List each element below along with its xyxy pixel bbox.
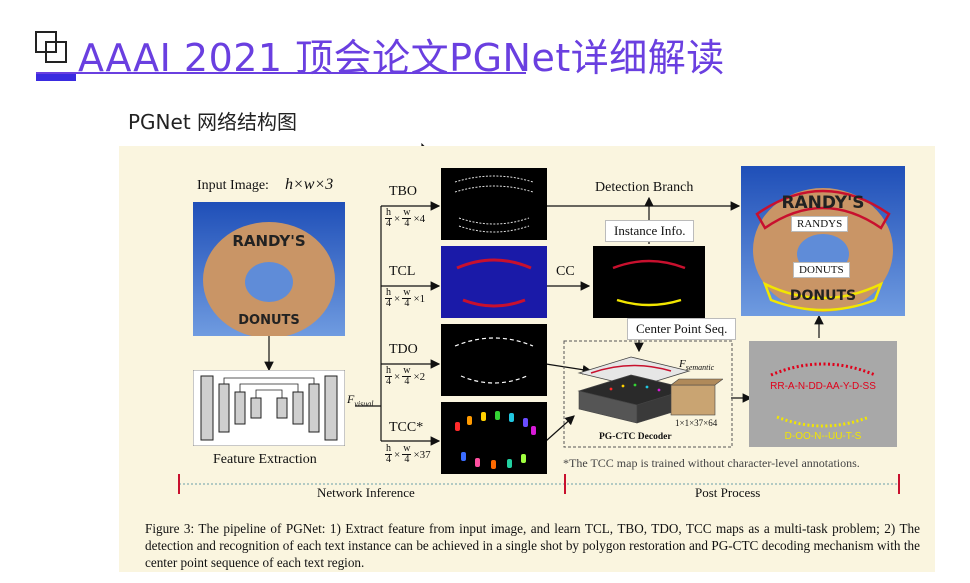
figure-caption: Figure 3: The pipeline of PGNet: 1) Extr… xyxy=(145,521,920,570)
donut-bottom-text: DONUTS xyxy=(238,313,300,328)
pipeline-connectors xyxy=(178,196,900,494)
recognition-panel: RR-A-N-DD-AA-Y-D-SS D-OO-N--UU-T-S xyxy=(749,341,897,447)
tcc-frac-den-2: 4 xyxy=(404,454,410,465)
detection-branch-label: Detection Branch xyxy=(595,180,694,195)
pgctc-decoder-diagram xyxy=(577,356,723,424)
tcl-frac-den-1: 4 xyxy=(386,298,391,309)
tdo-frac-h: h xyxy=(385,365,392,377)
tbo-map xyxy=(441,168,547,240)
tbo-frac-h: h xyxy=(385,207,392,219)
feature-extraction-label: Feature Extraction xyxy=(213,452,317,467)
donut-top-text: RANDY'S xyxy=(232,232,305,250)
cc-label: CC xyxy=(556,264,575,279)
tcc-map xyxy=(441,402,547,474)
recognition-bottom-sequence: D-OO-N--UU-T-S xyxy=(785,431,862,442)
pgctc-decoder-label: PG-CTC Decoder xyxy=(599,432,672,442)
tbo-frac-den-1: 4 xyxy=(386,218,391,229)
title-underline-accent xyxy=(36,74,76,81)
result-word-donuts: DONUTS xyxy=(793,262,850,278)
network-inference-label: Network Inference xyxy=(317,485,415,500)
tcc-frac-h: h xyxy=(385,443,392,455)
pgnet-pipeline-figure: Input Image: h×w×3 RANDY'S DONUTS Featur… xyxy=(119,146,935,572)
tcl-frac-h: h xyxy=(385,287,392,299)
tcc-frac-w: w xyxy=(402,443,412,455)
result-donut-image: RANDY'S DONUTS xyxy=(741,166,905,316)
post-process-label: Post Process xyxy=(695,485,761,500)
f-visual-label: Fvisual xyxy=(347,392,373,408)
tbo-channels: ×4 xyxy=(413,212,426,225)
tdo-map xyxy=(441,324,547,396)
tcc-note: *The TCC map is trained without characte… xyxy=(563,456,860,470)
title-underline xyxy=(36,72,526,74)
tcc-channels: ×37 xyxy=(413,448,431,461)
recognition-top-sequence: RR-A-N-DD-AA-Y-D-SS xyxy=(770,381,876,392)
branch-tbo-label: TBO xyxy=(389,184,417,199)
input-image-dims: h×w×3 xyxy=(285,176,334,193)
f-visual-symbol: F xyxy=(347,392,355,406)
branch-tcl-label: TCL xyxy=(389,264,416,279)
tcl-frac-w: w xyxy=(402,287,412,299)
center-point-seq-box: Center Point Seq. xyxy=(627,318,737,340)
slide-subtitle: PGNet 网络结构图 xyxy=(128,110,298,134)
feature-extraction-network xyxy=(193,370,345,446)
tbo-frac-w: w xyxy=(402,207,412,219)
instance-info-box: Instance Info. xyxy=(605,220,695,242)
tdo-frac-w: w xyxy=(402,365,412,377)
branch-tdo-label: TDO xyxy=(389,342,418,357)
tcl-frac-den-2: 4 xyxy=(404,298,410,309)
f-semantic-symbol: F xyxy=(679,358,686,370)
semantic-dims-label: 1×1×37×64 xyxy=(675,418,718,428)
input-donut-image: RANDY'S DONUTS xyxy=(193,202,345,336)
cc-map xyxy=(593,246,705,318)
branch-tcc-label: TCC* xyxy=(389,420,424,435)
tdo-frac-den-2: 4 xyxy=(404,376,410,387)
title-squares-icon xyxy=(35,31,67,63)
result-word-randys: RANDYS xyxy=(791,216,849,232)
result-donut-bottom-text: DONUTS xyxy=(790,288,856,304)
f-visual-subscript: visual xyxy=(354,399,374,409)
f-semantic-label: Fsemantic xyxy=(679,358,714,372)
input-image-label: Input Image: xyxy=(197,178,269,193)
tdo-frac-den-1: 4 xyxy=(386,376,391,387)
f-semantic-subscript: semantic xyxy=(685,363,715,373)
result-donut-top-text: RANDY'S xyxy=(781,193,864,213)
tcl-channels: ×1 xyxy=(413,292,426,305)
tcl-map xyxy=(441,246,547,318)
tdo-channels: ×2 xyxy=(413,370,426,383)
tbo-frac-den-2: 4 xyxy=(404,218,410,229)
tcc-frac-den-1: 4 xyxy=(386,454,391,465)
